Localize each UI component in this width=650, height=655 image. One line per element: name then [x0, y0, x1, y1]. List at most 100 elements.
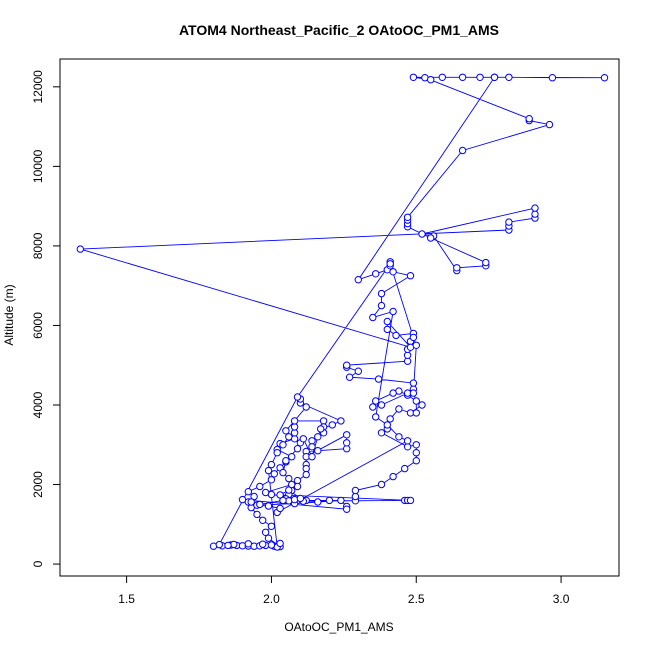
y-tick-label: 8000: [31, 232, 45, 259]
data-point: [377, 480, 386, 489]
data-point: [247, 498, 255, 506]
data-point: [438, 73, 446, 82]
data-point: [453, 264, 461, 272]
data-point: [314, 447, 322, 455]
data-point: [377, 301, 386, 310]
y-tick-label: 2000: [31, 471, 45, 498]
y-tick-label: 10000: [31, 149, 45, 183]
data-point: [273, 449, 281, 457]
y-tick-label: 0: [31, 560, 45, 567]
data-point: [600, 74, 609, 82]
data-point: [351, 486, 360, 495]
data-point: [282, 457, 290, 465]
data-point: [354, 276, 362, 284]
data-point: [279, 468, 287, 477]
data-point: [345, 373, 354, 381]
data-point: [377, 401, 386, 409]
data-point: [259, 540, 267, 548]
data-point: [299, 435, 307, 443]
y-axis-label: Altitude (m): [2, 284, 16, 345]
data-point: [267, 522, 276, 530]
data-point: [302, 464, 310, 473]
data-point: [412, 397, 420, 405]
data-point: [427, 234, 435, 242]
data-point: [308, 443, 316, 451]
data-point: [314, 498, 322, 506]
x-axis-label: OAtoOC_PM1_AMS: [284, 620, 393, 634]
data-point: [409, 333, 418, 342]
data-point: [276, 491, 284, 499]
y-axis: 0 2000 4000 6000 8000 10000 12000: [31, 70, 61, 567]
x-tick-label: 2.5: [408, 592, 425, 606]
data-point: [337, 496, 345, 505]
data-point: [383, 421, 391, 429]
data-point: [285, 433, 293, 441]
data-point: [308, 437, 316, 445]
data-point: [288, 480, 296, 489]
data-point: [279, 496, 287, 505]
data-point: [383, 317, 391, 326]
data-point: [302, 403, 310, 411]
y-tick-label: 6000: [31, 312, 45, 339]
data-point: [293, 393, 302, 401]
data-point: [369, 403, 377, 411]
series-points: [76, 73, 609, 551]
data-point: [250, 492, 258, 501]
data-point: [374, 375, 383, 383]
x-tick-label: 2.0: [263, 592, 280, 606]
data-point: [395, 405, 403, 413]
data-point: [427, 76, 435, 84]
y-tick-label: 12000: [31, 70, 45, 104]
data-point: [290, 423, 299, 431]
data-point: [264, 502, 273, 510]
data-point: [259, 516, 267, 524]
data-point: [351, 492, 360, 501]
data-point: [290, 495, 299, 504]
data-point: [403, 213, 412, 222]
data-point: [476, 73, 484, 82]
data-point: [76, 245, 85, 253]
data-point: [403, 437, 412, 445]
x-tick-label: 3.0: [553, 592, 570, 606]
data-point: [253, 510, 261, 519]
data-point: [401, 464, 409, 473]
data-point: [505, 218, 513, 226]
data-point: [293, 445, 302, 453]
data-point: [458, 146, 467, 155]
data-point: [308, 453, 316, 461]
data-point: [256, 500, 264, 509]
data-point: [412, 409, 420, 417]
data-point: [276, 539, 284, 548]
data-point: [256, 482, 264, 491]
data-point: [267, 541, 276, 549]
data-point: [377, 429, 386, 437]
data-point: [343, 361, 351, 369]
data-point: [418, 401, 426, 409]
data-point: [383, 325, 391, 334]
data-point: [224, 541, 232, 550]
data-point: [409, 73, 418, 82]
data-point: [409, 389, 418, 397]
data-point: [482, 258, 490, 267]
data-point: [406, 496, 415, 505]
data-point: [264, 534, 273, 542]
data-point: [319, 417, 328, 425]
data-point: [412, 341, 420, 349]
data-point: [264, 466, 273, 475]
data-point: [545, 120, 554, 129]
data-point: [238, 495, 247, 504]
data-point: [531, 210, 539, 218]
data-point: [525, 115, 533, 123]
data-point: [279, 441, 287, 449]
data-point: [412, 449, 420, 457]
data-point: [409, 379, 418, 387]
data-point: [386, 260, 394, 268]
data-point: [328, 421, 336, 429]
data-point: [276, 504, 284, 513]
data-point: [418, 230, 426, 238]
data-point: [343, 439, 351, 447]
data-point: [372, 397, 380, 405]
data-point: [548, 74, 557, 82]
data-point: [261, 488, 270, 497]
